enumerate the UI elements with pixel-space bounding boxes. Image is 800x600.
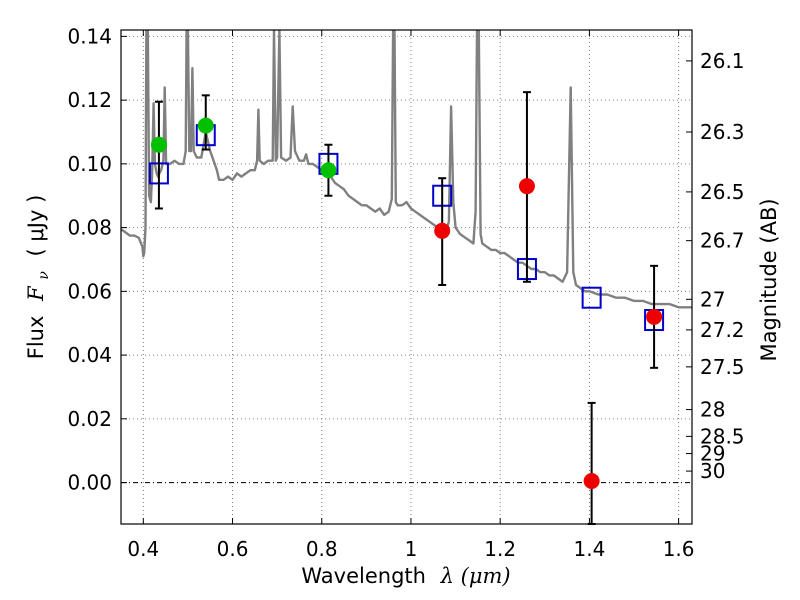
red-data-point: [646, 308, 663, 325]
green-data-point: [197, 117, 214, 134]
plot-area: [121, 30, 692, 309]
ticks: [121, 30, 692, 524]
y-axis-flux-subscript: ν: [36, 271, 52, 280]
red-data-point: [583, 472, 600, 489]
x-axis-title: Wavelength λ (μm): [301, 564, 510, 588]
magnitude-tick-label: 26.5: [700, 180, 745, 204]
spectrum-line: [121, 30, 692, 309]
model-photometry-box: [581, 286, 602, 309]
y-tick-label: 0.02: [67, 407, 112, 431]
magnitude-tick-label: 26.7: [700, 229, 745, 253]
y-axis-flux-symbol: F: [24, 285, 48, 302]
magnitude-tick-label: 27.5: [700, 355, 745, 379]
magnitude-tick-label: 28: [700, 398, 725, 422]
magnitude-tick-label: 26.3: [700, 120, 745, 144]
x-tick-labels: 0.4 0.6 0.8 1 1.2 1.4 1.6: [127, 537, 694, 561]
x-tick-label: 1.6: [663, 537, 695, 561]
magnitude-tick-label: 27.2: [700, 318, 745, 342]
x-tick-label: 0.6: [217, 537, 249, 561]
y-axis-unit: ( μJy ): [24, 195, 48, 257]
green-data-point: [150, 136, 167, 153]
green-data-point: [320, 162, 337, 179]
y-tick-label: 0.12: [67, 88, 112, 112]
y-tick-label: 0.00: [67, 471, 112, 495]
plot-frame: [120, 29, 693, 525]
x-tick-label: 1.4: [573, 537, 605, 561]
x-tick-label: 1: [405, 537, 418, 561]
x-tick-label: 0.4: [127, 537, 159, 561]
x-axis-unit: λ (μm): [440, 564, 511, 588]
magnitude-tick-label: 26.1: [700, 49, 745, 73]
magnitude-tick-label: 30: [700, 459, 725, 483]
red-data-point: [518, 178, 535, 195]
y-tick-label: 0.14: [67, 24, 112, 48]
y-tick-label: 0.10: [67, 152, 112, 176]
y-tick-label: 0.06: [67, 279, 112, 303]
x-tick-label: 0.8: [306, 537, 338, 561]
x-tick-label: 1.2: [484, 537, 516, 561]
magnitude-tick-label: 27: [700, 287, 725, 311]
y-tick-label: 0.08: [67, 216, 112, 240]
y-tick-labels: 0.00 0.02 0.04 0.06 0.08 0.10 0.12 0.14: [67, 24, 112, 494]
marker-layer: [148, 91, 665, 525]
magnitude-tick-label: 29: [700, 442, 725, 466]
magnitude-tick-label: 28.5: [700, 424, 745, 448]
y-axis-title: Flux F ν ( μJy ): [24, 195, 53, 360]
magnitude-axis-title: Magnitude (AB): [757, 198, 781, 361]
red-data-point: [434, 222, 451, 239]
y-axis-label: Flux: [24, 316, 48, 360]
y-tick-label: 0.04: [67, 343, 112, 367]
x-axis-label: Wavelength: [301, 564, 426, 588]
